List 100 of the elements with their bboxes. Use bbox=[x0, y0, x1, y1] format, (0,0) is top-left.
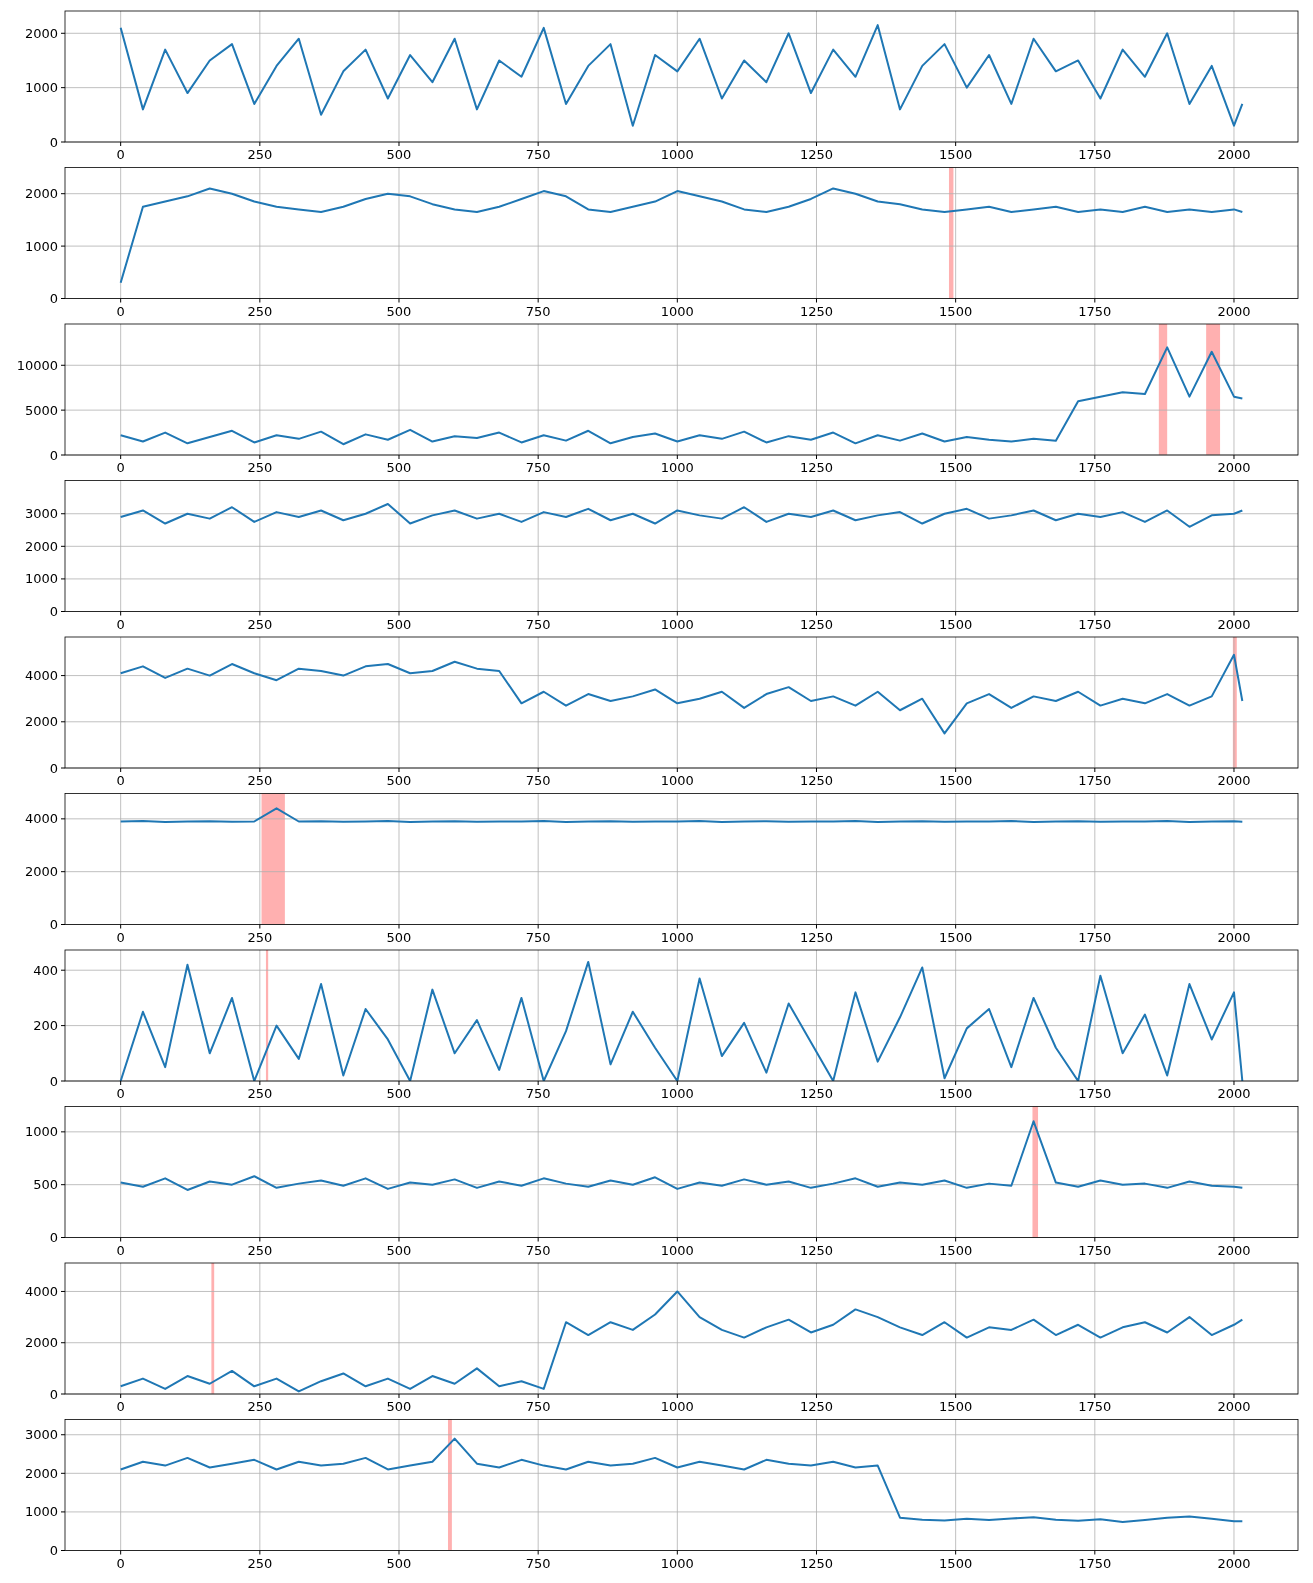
x-tick-label: 250 bbox=[247, 1555, 273, 1571]
x-tick-label: 2000 bbox=[1217, 616, 1251, 632]
x-tick-label: 1500 bbox=[939, 773, 973, 788]
x-tick-label: 1250 bbox=[799, 773, 834, 788]
y-tick-label: 2000 bbox=[24, 25, 58, 41]
y-tick-label: 0 bbox=[49, 134, 58, 150]
x-tick-label: 250 bbox=[247, 773, 273, 788]
x-tick-label: 0 bbox=[116, 1555, 125, 1571]
x-tick-label: 500 bbox=[386, 616, 412, 632]
x-tick-label: 1250 bbox=[799, 303, 834, 319]
y-tick-label: 0 bbox=[49, 604, 58, 619]
line-series bbox=[119, 187, 1244, 284]
y-tick-label: 200 bbox=[33, 1018, 58, 1034]
x-tick-label: 1000 bbox=[660, 1555, 694, 1571]
y-tick-label: 0 bbox=[49, 760, 58, 776]
y-tick-label: 2000 bbox=[24, 714, 58, 730]
x-tick-label: 1000 bbox=[660, 616, 694, 632]
x-tick-label: 2000 bbox=[1217, 460, 1251, 475]
x-tick-label: 1000 bbox=[660, 1399, 694, 1414]
x-tick-label: 500 bbox=[386, 929, 412, 945]
y-tick-label: 4000 bbox=[24, 668, 58, 684]
x-tick-label: 750 bbox=[525, 460, 551, 475]
line-series bbox=[119, 653, 1244, 735]
line-series bbox=[119, 1290, 1244, 1393]
y-tick-label: 1000 bbox=[24, 1504, 58, 1520]
x-tick-label: 1250 bbox=[799, 1555, 834, 1571]
x-tick-label: 1500 bbox=[939, 1086, 973, 1101]
x-tick-label: 750 bbox=[525, 147, 551, 162]
x-tick-label: 2000 bbox=[1217, 303, 1251, 319]
x-tick-label: 750 bbox=[525, 1242, 551, 1258]
y-tick-label: 2000 bbox=[24, 186, 58, 202]
x-tick-label: 250 bbox=[247, 147, 273, 162]
x-tick-label: 250 bbox=[247, 616, 273, 632]
x-tick-label: 2000 bbox=[1217, 1242, 1251, 1258]
x-tick-label: 2000 bbox=[1217, 147, 1251, 162]
y-tick-label: 1000 bbox=[24, 238, 58, 254]
x-tick-label: 0 bbox=[116, 773, 125, 788]
y-tick-label: 2000 bbox=[24, 1335, 58, 1351]
line-series bbox=[119, 807, 1244, 824]
x-tick-label: 1000 bbox=[660, 1242, 694, 1258]
x-tick-label: 1500 bbox=[939, 1242, 973, 1258]
x-tick-label: 250 bbox=[247, 1242, 273, 1258]
line-series bbox=[119, 1120, 1244, 1191]
line-series bbox=[119, 960, 1244, 1081]
y-tick-label: 4000 bbox=[24, 1283, 58, 1299]
y-tick-label: 400 bbox=[33, 962, 58, 978]
x-tick-label: 1500 bbox=[939, 616, 973, 632]
line-series bbox=[119, 502, 1244, 528]
x-tick-label: 2000 bbox=[1217, 773, 1251, 788]
x-tick-label: 1000 bbox=[660, 1086, 694, 1101]
x-tick-label: 750 bbox=[525, 1399, 551, 1414]
x-tick-label: 1000 bbox=[660, 460, 694, 475]
x-tick-label: 1750 bbox=[1078, 303, 1112, 319]
x-tick-label: 2000 bbox=[1217, 1399, 1251, 1414]
x-tick-label: 2000 bbox=[1217, 1086, 1251, 1101]
x-tick-label: 1000 bbox=[660, 929, 694, 945]
x-tick-label: 1750 bbox=[1078, 1242, 1112, 1258]
x-tick-label: 1750 bbox=[1078, 1086, 1112, 1101]
x-tick-label: 1000 bbox=[660, 147, 694, 162]
x-tick-label: 500 bbox=[386, 1242, 412, 1258]
x-tick-label: 500 bbox=[386, 1399, 412, 1414]
x-tick-label: 2000 bbox=[1217, 1555, 1251, 1571]
x-tick-label: 250 bbox=[247, 1086, 273, 1101]
x-tick-label: 1250 bbox=[799, 460, 834, 475]
x-tick-label: 500 bbox=[386, 460, 412, 475]
x-tick-label: 1750 bbox=[1078, 147, 1112, 162]
line-series bbox=[119, 346, 1244, 446]
x-tick-label: 500 bbox=[386, 1086, 412, 1101]
x-tick-label: 0 bbox=[116, 1086, 125, 1101]
x-tick-label: 1500 bbox=[939, 929, 973, 945]
y-tick-label: 1000 bbox=[24, 80, 58, 96]
y-tick-label: 0 bbox=[49, 1230, 58, 1245]
y-tick-label: 5000 bbox=[24, 402, 58, 418]
x-tick-label: 750 bbox=[525, 773, 551, 788]
y-tick-label: 2000 bbox=[24, 1465, 58, 1481]
x-tick-label: 1750 bbox=[1078, 929, 1112, 945]
line-series bbox=[119, 24, 1244, 127]
x-tick-label: 250 bbox=[247, 1399, 273, 1414]
y-tick-label: 0 bbox=[49, 917, 58, 932]
x-tick-label: 0 bbox=[116, 616, 125, 632]
x-tick-label: 750 bbox=[525, 929, 551, 945]
x-tick-label: 1500 bbox=[939, 147, 973, 162]
y-tick-label: 0 bbox=[49, 447, 58, 463]
x-tick-label: 1250 bbox=[799, 1086, 834, 1101]
x-tick-label: 0 bbox=[116, 1242, 125, 1258]
x-tick-label: 500 bbox=[386, 147, 412, 162]
y-tick-label: 4000 bbox=[24, 811, 58, 827]
x-tick-label: 1250 bbox=[799, 147, 834, 162]
x-tick-label: 1250 bbox=[799, 1399, 834, 1414]
x-tick-label: 1500 bbox=[939, 1555, 973, 1571]
x-tick-label: 500 bbox=[386, 303, 412, 319]
x-tick-label: 1500 bbox=[939, 303, 973, 319]
x-tick-label: 1750 bbox=[1078, 773, 1112, 788]
x-tick-label: 1500 bbox=[939, 1399, 973, 1414]
y-tick-label: 1000 bbox=[24, 571, 58, 587]
y-tick-label: 0 bbox=[49, 1073, 58, 1089]
x-tick-label: 0 bbox=[116, 460, 125, 475]
x-tick-label: 750 bbox=[525, 1086, 551, 1101]
y-tick-label: 2000 bbox=[24, 538, 58, 554]
y-tick-label: 0 bbox=[49, 1386, 58, 1402]
